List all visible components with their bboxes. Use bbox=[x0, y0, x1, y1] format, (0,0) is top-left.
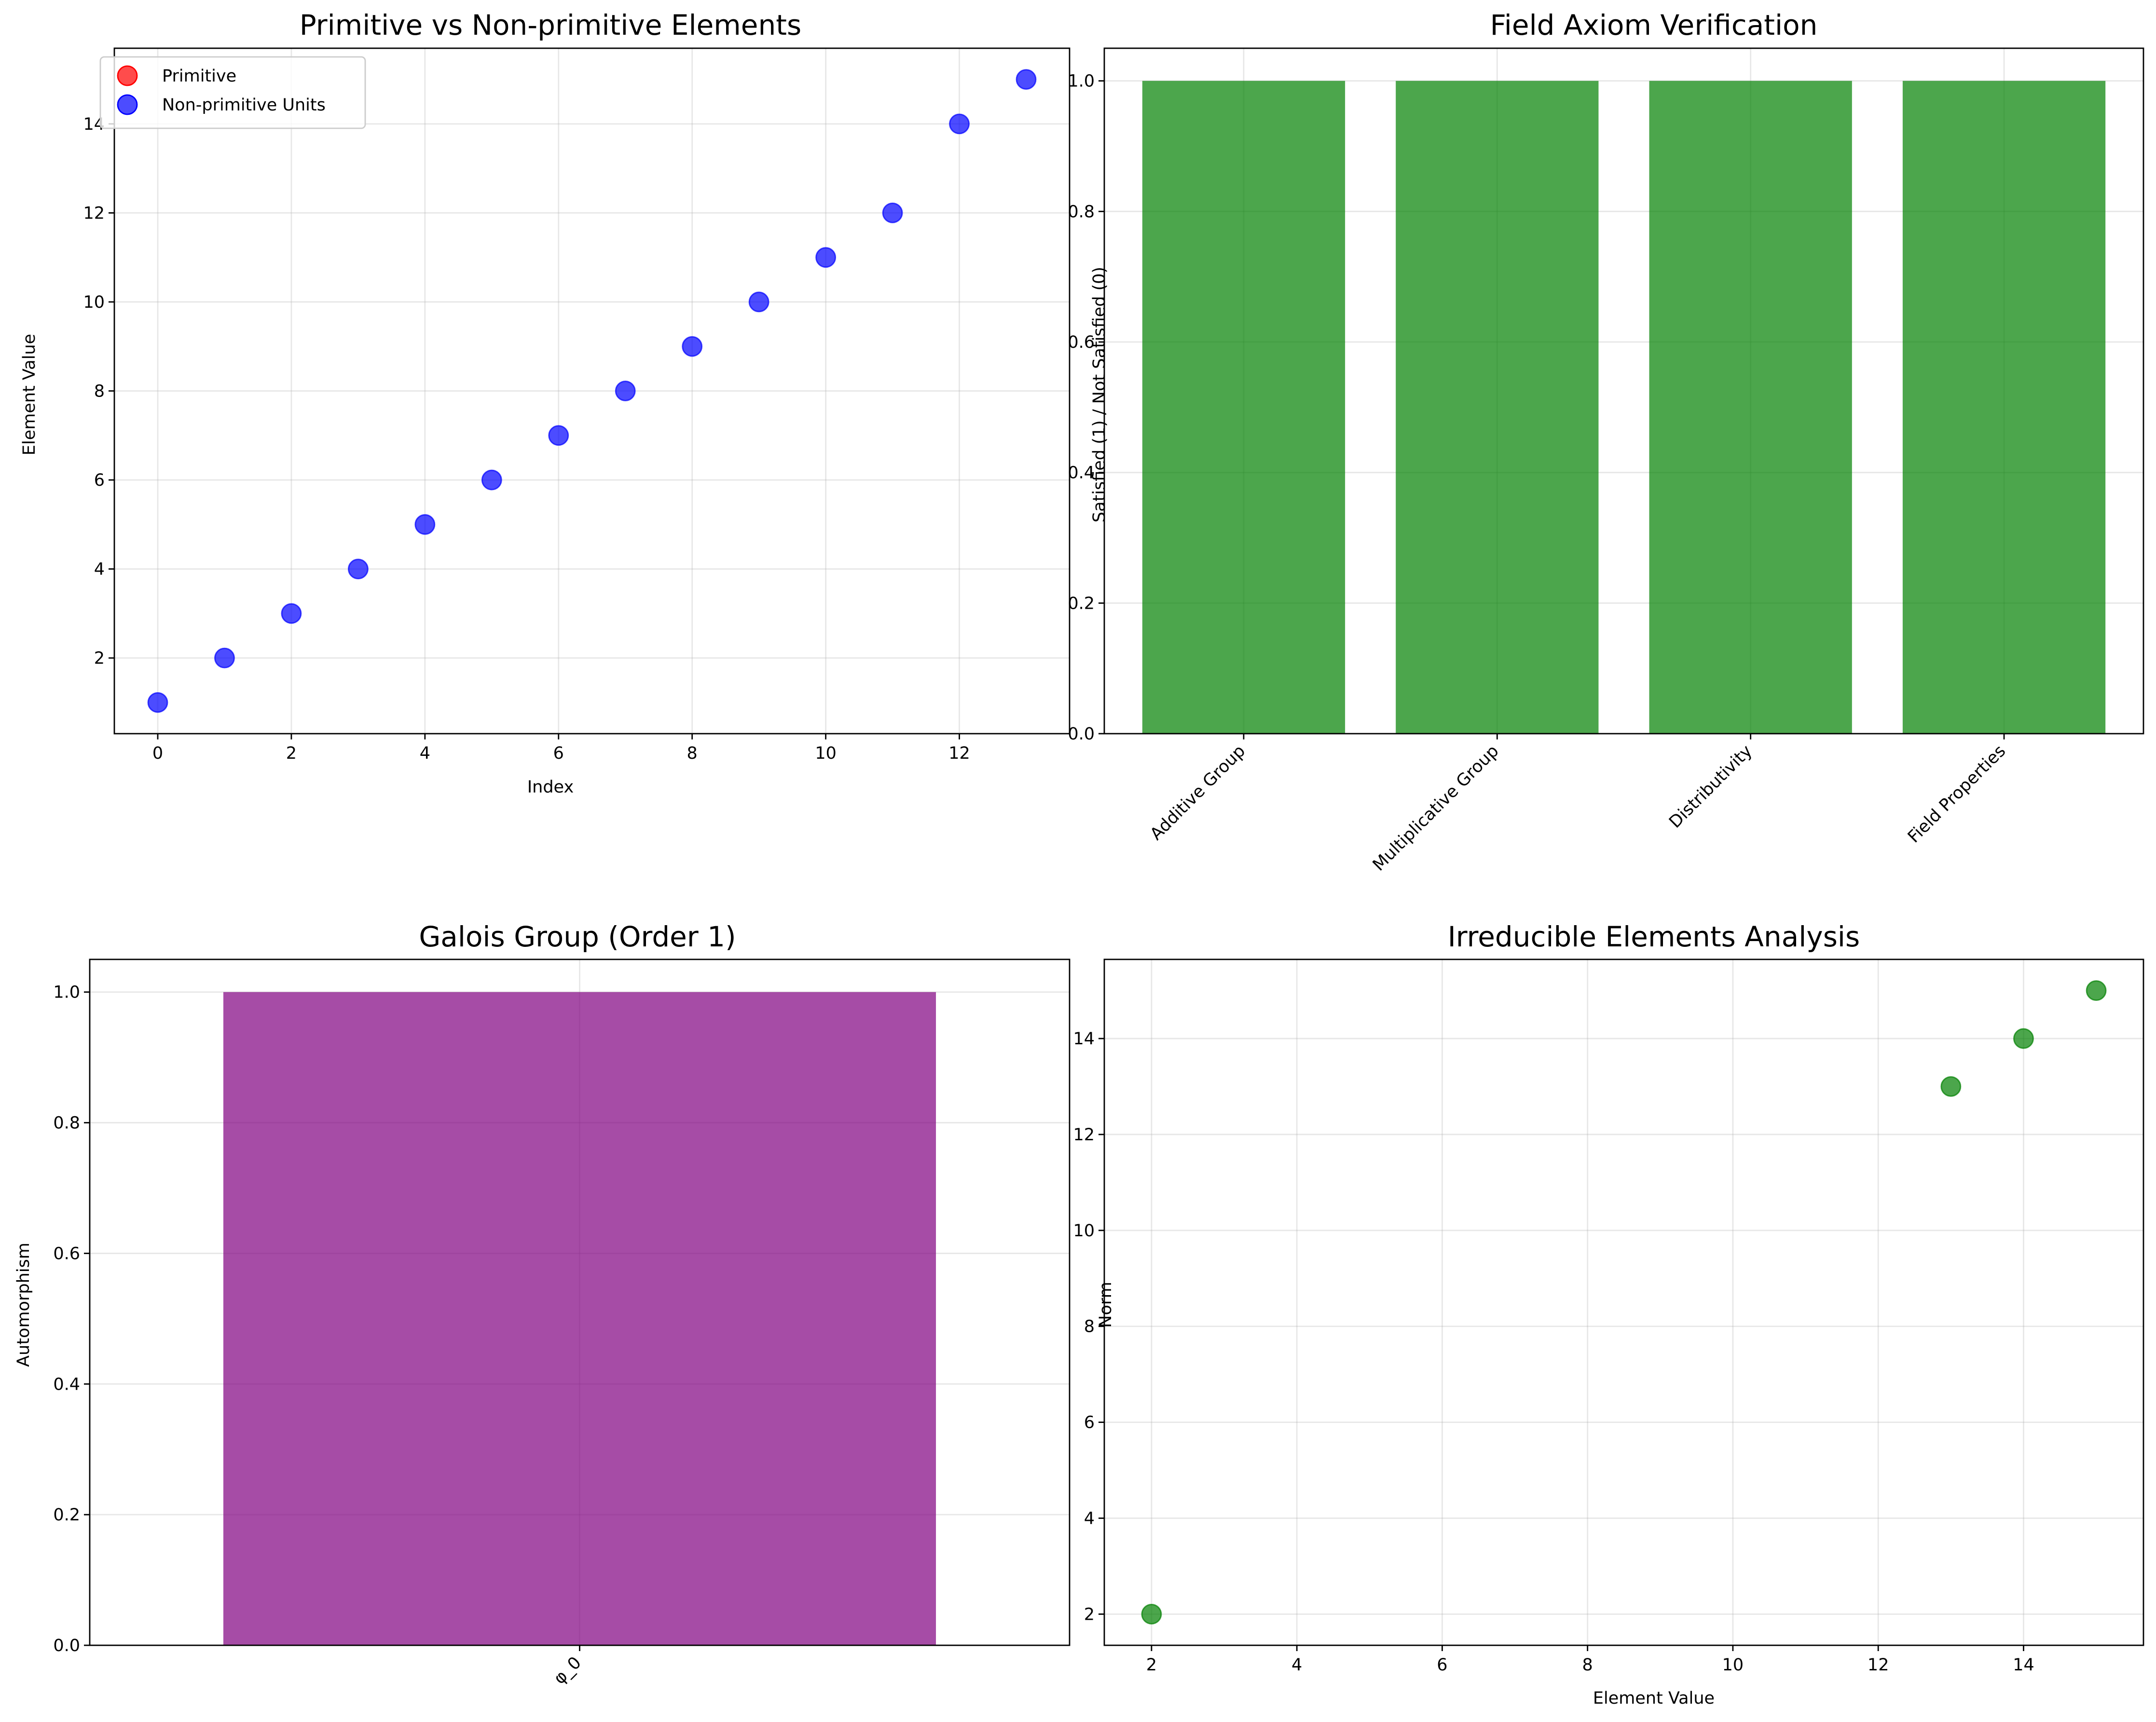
y-tick-label: 0.0 bbox=[53, 1636, 80, 1655]
x-tick-label: 6 bbox=[553, 744, 564, 763]
y-tick-label: 14 bbox=[1073, 1029, 1095, 1049]
y-tick-label: 0.4 bbox=[53, 1375, 80, 1394]
y-tick-label: 0.6 bbox=[1068, 333, 1095, 352]
bar bbox=[223, 992, 936, 1645]
axes-frame bbox=[1103, 47, 2144, 735]
axes-frame bbox=[89, 958, 1071, 1646]
legend-marker-non-primitive bbox=[117, 94, 138, 115]
scatter-point bbox=[2086, 980, 2107, 1001]
x-tick-label: 0 bbox=[152, 744, 163, 763]
scatter-point bbox=[2013, 1028, 2034, 1049]
bar bbox=[1396, 81, 1599, 734]
scatter-point bbox=[147, 692, 168, 713]
y-axis-label: Element Value bbox=[20, 334, 39, 455]
axes-frame bbox=[113, 47, 1071, 735]
legend-label-primitive: Primitive bbox=[162, 67, 236, 86]
chart-title: Field Axiom Verification bbox=[1490, 9, 1818, 41]
x-tick-label: 8 bbox=[1582, 1655, 1593, 1675]
legend-label-non-primitive: Non-primitive Units bbox=[162, 96, 326, 115]
x-tick-label: 2 bbox=[286, 744, 297, 763]
chart-title: Galois Group (Order 1) bbox=[419, 920, 736, 953]
legend-marker-primitive bbox=[117, 65, 138, 86]
y-tick-label: 2 bbox=[94, 649, 105, 668]
y-tick-label: 4 bbox=[94, 560, 105, 579]
legend: Primitive Non-primitive Units bbox=[99, 56, 366, 129]
scatter-point bbox=[682, 336, 703, 357]
y-tick-label: 8 bbox=[94, 382, 105, 401]
x-tick-label: 4 bbox=[1291, 1655, 1302, 1675]
x-axis-label: Index bbox=[527, 778, 574, 797]
y-tick-label: 8 bbox=[1084, 1317, 1095, 1337]
y-tick-label: 0.0 bbox=[1068, 724, 1095, 744]
y-tick-label: 1.0 bbox=[53, 983, 80, 1002]
x-tick-label: 12 bbox=[948, 744, 970, 763]
scatter-point bbox=[214, 647, 235, 669]
x-tick-label: 4 bbox=[420, 744, 430, 763]
x-tick-label: 14 bbox=[2013, 1655, 2034, 1675]
y-tick-label: 0.8 bbox=[53, 1114, 80, 1133]
scatter-point bbox=[748, 291, 769, 313]
panel-irreducible-elements: 2 4 6 8 10 12 14 2 4 6 8 10 12 14 Irreducible Element… bbox=[1073, 920, 2144, 1708]
x-tick-label: 8 bbox=[687, 744, 698, 763]
bar bbox=[1142, 81, 1346, 734]
y-tick-label: 6 bbox=[94, 471, 105, 490]
y-axis-label: Automorphism bbox=[14, 1243, 33, 1367]
x-tick-label: 10 bbox=[815, 744, 837, 763]
y-tick-label: 0.6 bbox=[53, 1244, 80, 1263]
scatter-point bbox=[815, 247, 837, 268]
y-tick-label: 0.8 bbox=[1068, 202, 1095, 221]
scatter-point bbox=[615, 381, 636, 401]
y-tick-label: 2 bbox=[1084, 1605, 1095, 1624]
y-tick-label: 4 bbox=[1084, 1509, 1095, 1528]
panel-galois-group: 0.00.20.40.60.81.0φ_0 Galois Group (Orde… bbox=[14, 920, 1071, 1688]
chart-title: Primitive vs Non-primitive Elements bbox=[300, 9, 801, 41]
y-tick-label: 6 bbox=[1084, 1413, 1095, 1433]
chart-title: Irreducible Elements Analysis bbox=[1448, 920, 1860, 953]
y-tick-label: 0.4 bbox=[1068, 464, 1095, 483]
y-axis-label: Norm bbox=[1096, 1282, 1115, 1327]
scatter-point bbox=[414, 514, 436, 535]
scatter-point bbox=[1141, 1603, 1162, 1625]
y-tick-label: 10 bbox=[83, 293, 105, 312]
x-tick-label: 10 bbox=[1722, 1655, 1744, 1675]
scatter-point bbox=[548, 425, 569, 446]
y-tick-label: 0.2 bbox=[1068, 594, 1095, 613]
x-tick-label: 12 bbox=[1868, 1655, 1889, 1675]
y-axis-label: Satisfied (1) / Not Satisfied (0) bbox=[1090, 267, 1109, 522]
scatter-point bbox=[1016, 69, 1037, 90]
bar bbox=[1649, 81, 1852, 734]
y-tick-label: 1.0 bbox=[1068, 72, 1095, 91]
y-tick-label: 0.2 bbox=[53, 1505, 80, 1525]
scatter-point bbox=[882, 203, 903, 223]
y-tick-label: 10 bbox=[1073, 1221, 1095, 1241]
plot-area: 2 4 6 8 10 12 14 2 4 6 8 10 12 14 bbox=[1073, 958, 2144, 1675]
bar bbox=[1902, 81, 2106, 734]
legend-box bbox=[99, 56, 366, 129]
x-tick-label: 2 bbox=[1146, 1655, 1157, 1675]
scatter-point bbox=[949, 113, 970, 135]
plot-area: 0.00.20.40.60.81.0φ_0 bbox=[53, 958, 1071, 1688]
axes-frame bbox=[1103, 958, 2144, 1646]
y-tick-label: 12 bbox=[1073, 1125, 1095, 1145]
y-tick-label: 12 bbox=[83, 204, 105, 223]
scatter-point bbox=[1940, 1076, 1962, 1097]
x-tick-label: 6 bbox=[1437, 1655, 1447, 1675]
scatter-point bbox=[281, 603, 302, 624]
scatter-point bbox=[481, 469, 502, 491]
scatter-point bbox=[347, 559, 369, 579]
x-axis-label: Element Value bbox=[1593, 1689, 1715, 1708]
